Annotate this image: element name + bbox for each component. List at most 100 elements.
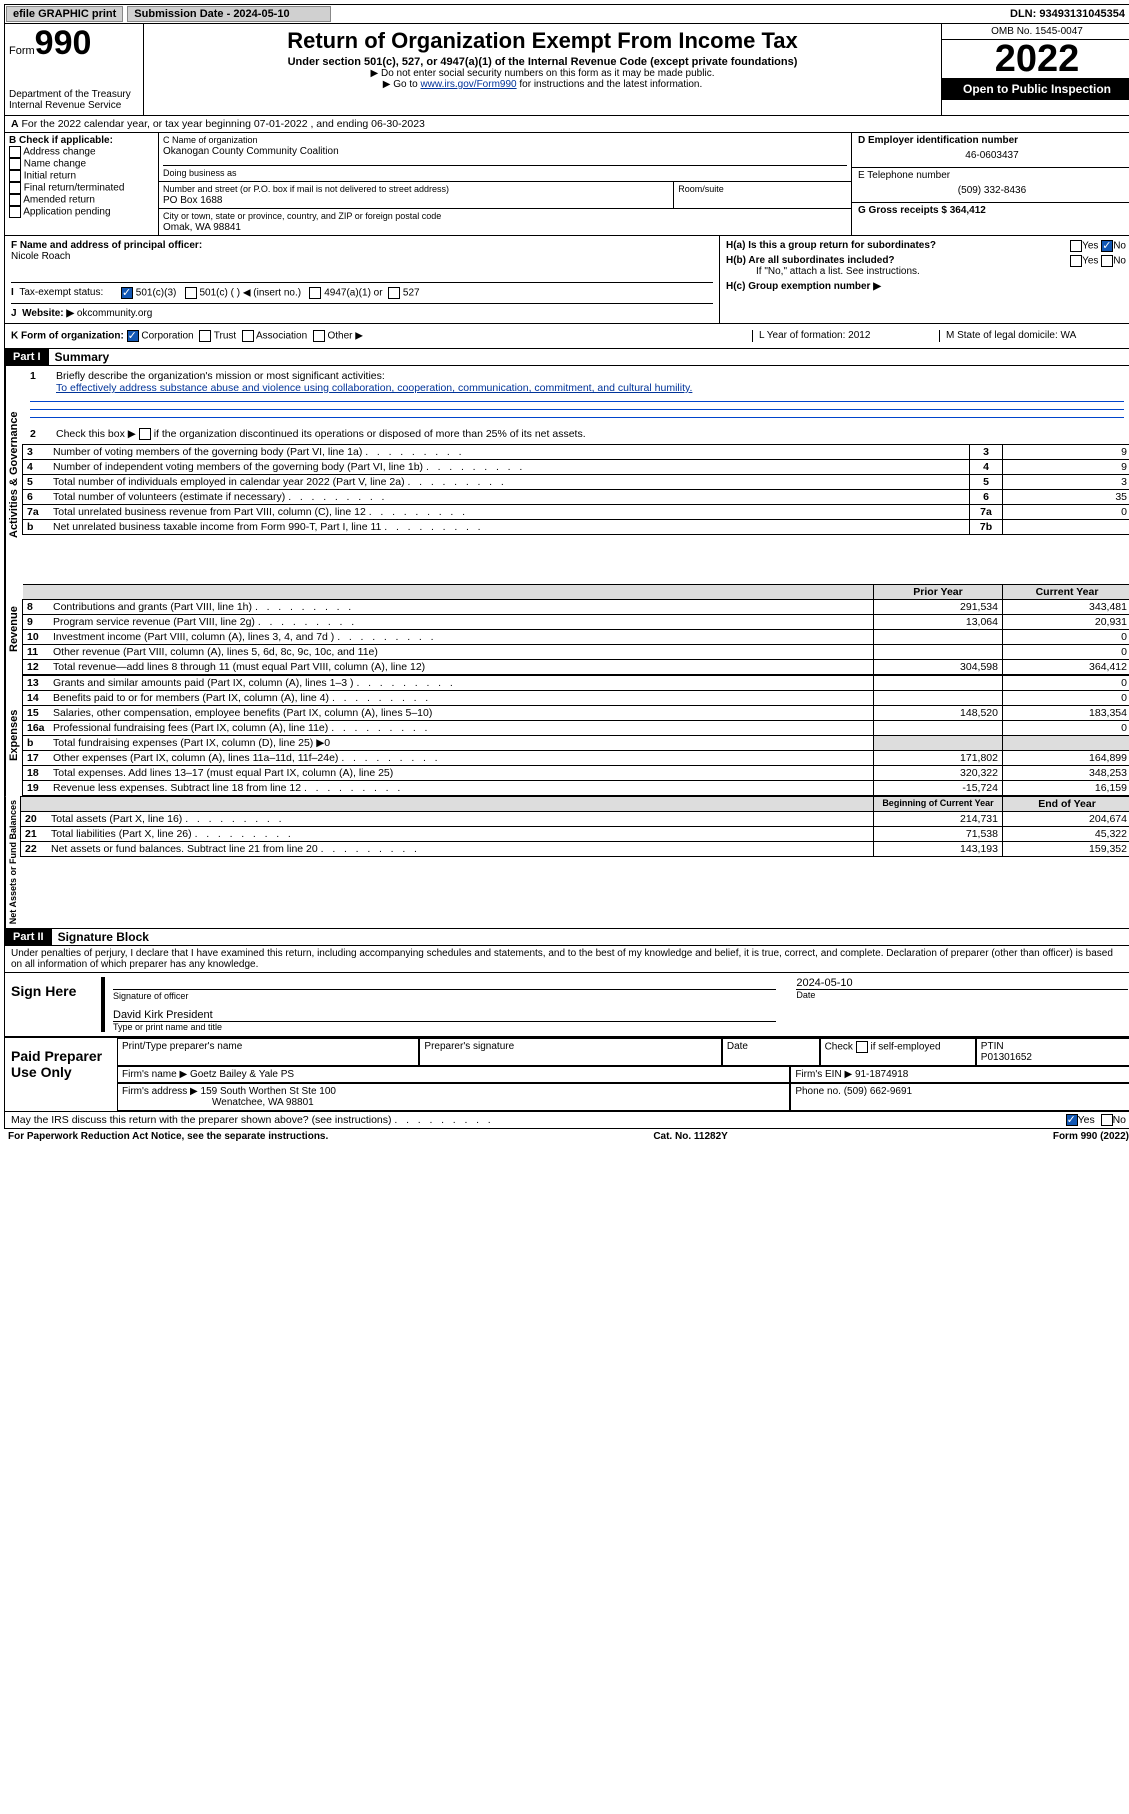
form-ref: Form 990 (2022)	[1053, 1131, 1129, 1142]
year-formation: L Year of formation: 2012	[752, 330, 939, 342]
room-label: Room/suite	[678, 184, 724, 194]
chk-501c[interactable]	[185, 287, 197, 299]
c16a: 0	[1003, 721, 1129, 736]
dba-label: Doing business as	[163, 168, 237, 178]
firm-ein: 91-1874918	[855, 1069, 908, 1080]
v7b	[1003, 520, 1129, 535]
k7a: 7a	[970, 505, 1003, 520]
n6: 6	[27, 491, 53, 503]
c19: 16,159	[1003, 781, 1129, 796]
sign-date: 2024-05-10	[796, 977, 1128, 989]
hb-label: H(b) Are all subordinates included?	[726, 255, 895, 266]
form-title: Return of Organization Exempt From Incom…	[150, 28, 935, 54]
v6: 35	[1003, 490, 1129, 505]
t5: Total number of individuals employed in …	[53, 476, 504, 488]
chk-final[interactable]: Final return/terminated	[24, 183, 125, 194]
chk-corp[interactable]	[127, 330, 139, 342]
dept-treasury: Department of the Treasury	[9, 89, 139, 100]
website-value: okcommunity.org	[77, 308, 152, 319]
irs-link[interactable]: www.irs.gov/Form990	[420, 79, 516, 90]
chk-501c3[interactable]	[121, 287, 133, 299]
part1-header: Part I	[5, 349, 49, 365]
org-city: Omak, WA 98841	[163, 222, 241, 233]
n13: 13	[27, 677, 53, 689]
chk-assoc[interactable]	[242, 330, 254, 342]
t7b: Net unrelated business taxable income fr…	[53, 521, 481, 533]
form-header: Form990 Department of the Treasury Inter…	[4, 24, 1129, 116]
firm-phone-label: Phone no.	[795, 1086, 841, 1097]
t19: Revenue less expenses. Subtract line 18 …	[53, 782, 400, 794]
chk-self-employed[interactable]	[856, 1041, 868, 1053]
dln-label: DLN: 93493131045354	[1010, 8, 1129, 20]
opt-other: Other ▶	[327, 331, 362, 342]
t14: Benefits paid to or for members (Part IX…	[53, 692, 428, 704]
q2b-label: if the organization discontinued its ope…	[154, 428, 586, 440]
hb-no[interactable]: No	[1113, 256, 1126, 267]
self-emp-label: if self-employed	[871, 1042, 941, 1053]
top-toolbar: efile GRAPHIC print Submission Date - 20…	[4, 4, 1129, 24]
chk-pending[interactable]: Application pending	[23, 207, 110, 218]
t12: Total revenue—add lines 8 through 11 (mu…	[53, 661, 425, 673]
col-end: End of Year	[1003, 797, 1129, 812]
open-public-badge: Open to Public Inspection	[942, 78, 1129, 100]
p8: 291,534	[874, 600, 1003, 615]
opt-trust: Trust	[214, 331, 236, 342]
website-label: Website: ▶	[22, 308, 74, 319]
expenses-table: 13Grants and similar amounts paid (Part …	[22, 675, 1129, 796]
n12: 12	[27, 661, 53, 673]
chk-527[interactable]	[388, 287, 400, 299]
n21: 21	[25, 828, 51, 840]
q1-label: Briefly describe the organization's miss…	[56, 370, 385, 382]
chk-amended[interactable]: Amended return	[23, 195, 95, 206]
chk-initial[interactable]: Initial return	[24, 171, 76, 182]
identity-block: B Check if applicable: Address change Na…	[4, 133, 1129, 236]
ein-label: D Employer identification number	[858, 135, 1018, 146]
ptin-value: P01301652	[981, 1052, 1032, 1063]
t18: Total expenses. Add lines 13–17 (must eq…	[53, 767, 393, 779]
netassets-table: Beginning of Current YearEnd of Year 20T…	[20, 796, 1129, 857]
hc-label: H(c) Group exemption number ▶	[726, 281, 881, 292]
discuss-yes-chk[interactable]	[1066, 1114, 1078, 1126]
label-expenses: Expenses	[5, 675, 22, 796]
chk-discontinued[interactable]	[139, 428, 151, 440]
c8: 343,481	[1003, 600, 1129, 615]
hb-note: If "No," attach a list. See instructions…	[726, 266, 1126, 277]
k4: 4	[970, 460, 1003, 475]
chk-other[interactable]	[313, 330, 325, 342]
ha-yes[interactable]: Yes	[1082, 241, 1098, 252]
hb-yes[interactable]: Yes	[1082, 256, 1098, 267]
t21: Total liabilities (Part X, line 26)	[51, 828, 291, 840]
discuss-yes: Yes	[1078, 1114, 1095, 1126]
c14: 0	[1003, 691, 1129, 706]
t16a: Professional fundraising fees (Part IX, …	[53, 722, 427, 734]
discuss-no-chk[interactable]	[1101, 1114, 1113, 1126]
c18: 348,253	[1003, 766, 1129, 781]
part2-title: Signature Block	[52, 930, 149, 944]
k-label: K Form of organization:	[11, 331, 124, 342]
ha-no[interactable]: No	[1113, 241, 1126, 252]
k7b: 7b	[970, 520, 1003, 535]
n16b: b	[27, 737, 53, 749]
t7a: Total unrelated business revenue from Pa…	[53, 506, 465, 518]
discuss-label: May the IRS discuss this return with the…	[11, 1114, 1066, 1126]
gross-receipts: G Gross receipts $ 364,412	[858, 205, 986, 216]
sig-officer-label: Signature of officer	[113, 989, 776, 1001]
efile-print-button[interactable]: efile GRAPHIC print	[6, 6, 123, 22]
n11: 11	[27, 646, 53, 658]
n7b: b	[27, 521, 53, 533]
officer-label: F Name and address of principal officer:	[11, 240, 202, 251]
c22: 159,352	[1003, 842, 1129, 857]
irs-label: Internal Revenue Service	[9, 100, 139, 111]
p15: 148,520	[874, 706, 1003, 721]
p21: 71,538	[874, 827, 1003, 842]
chk-address[interactable]: Address change	[23, 147, 95, 158]
opt-501c3: 501(c)(3)	[136, 288, 177, 299]
chk-trust[interactable]	[199, 330, 211, 342]
chk-4947[interactable]	[309, 287, 321, 299]
t3: Number of voting members of the governin…	[53, 446, 462, 458]
col-prior: Prior Year	[874, 585, 1003, 600]
p11	[874, 645, 1003, 660]
chk-name[interactable]: Name change	[24, 159, 86, 170]
opt-assoc: Association	[256, 331, 307, 342]
governance-table: 3Number of voting members of the governi…	[22, 444, 1129, 535]
